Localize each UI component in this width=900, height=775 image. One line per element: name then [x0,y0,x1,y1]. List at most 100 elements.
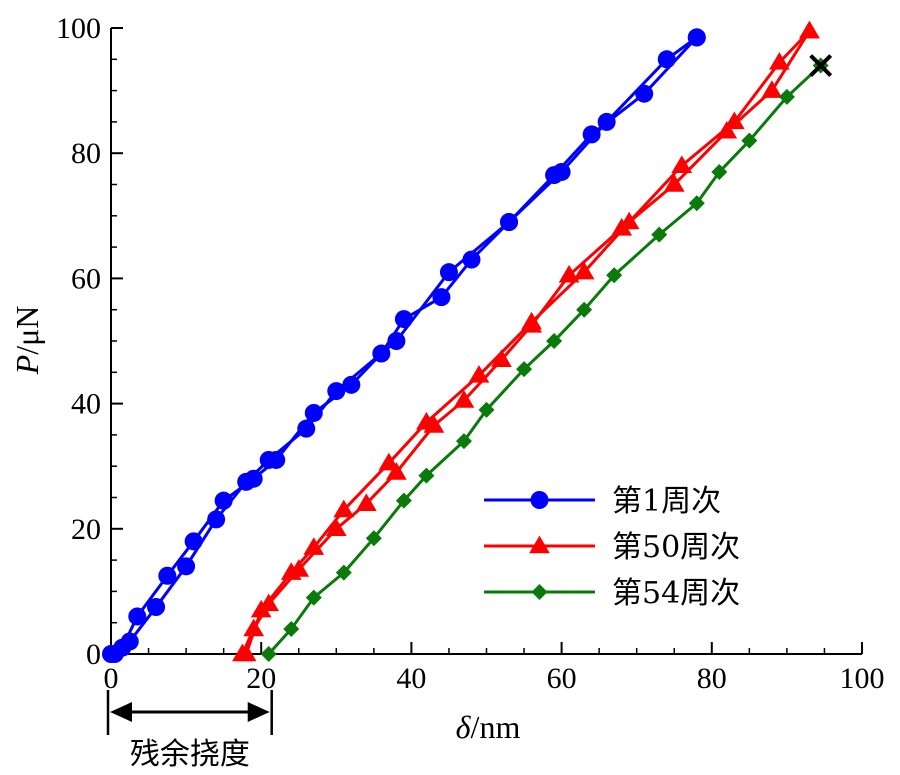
y-ticks: 0 20 40 60 80 100 [56,12,123,671]
data-point [521,311,542,330]
data-point [618,211,640,230]
legend-marker [530,491,549,509]
y-tick-label: 80 [71,137,101,170]
series-layer [102,20,829,663]
data-point [576,301,593,318]
residual-deflection-label: 残余挠度 [130,737,250,772]
data-point [418,467,435,484]
data-point [283,620,300,637]
annot-arrowhead-left [110,702,132,722]
data-point [671,155,693,173]
data-point [462,250,481,269]
data-point [327,382,346,401]
data-point [761,80,783,98]
y-tick-label: 60 [71,262,101,295]
data-point [365,530,382,547]
y-tick-label: 20 [71,513,101,546]
data-point [120,632,139,651]
residual-deflection-arrow [106,690,273,735]
data-point [378,452,400,471]
data-point [158,566,177,585]
data-point [582,125,601,144]
data-point [335,564,352,581]
data-point [769,52,790,70]
data-point [305,589,322,606]
data-point [491,349,512,368]
data-point [394,310,413,329]
data-point [325,518,347,537]
data-point [606,267,623,284]
annot-arrowhead-right [247,702,270,722]
data-point [395,492,412,509]
data-point [250,599,272,618]
legend-label: 第1周次 [612,484,721,519]
data-point [558,264,580,283]
data-point [280,562,302,580]
data-point [259,450,278,469]
legend-label: 第54周次 [612,576,740,611]
data-point [651,226,668,243]
legend-item-1: 第1周次 [484,484,721,519]
x-tick-label: 40 [396,662,426,695]
legend-marker [529,535,550,554]
data-point [243,618,265,637]
series-1 [102,28,706,663]
axes: 0 20 40 60 80 100 0 20 40 60 80 100 [56,12,885,695]
legend-item-3: 第54周次 [484,576,740,611]
data-point [303,537,325,555]
x-tick-label: 60 [547,662,577,695]
data-point [546,333,563,349]
data-point [432,288,451,307]
x-tick-label: 20 [246,662,276,695]
data-point [516,361,533,378]
legend-item-2: 第50周次 [484,530,740,565]
data-point [716,120,738,139]
data-point [355,493,377,512]
data-point [372,344,391,363]
data-point [663,174,685,192]
data-point [342,375,361,394]
data-point [147,598,166,617]
x-axis-title: δ/nm [456,709,521,745]
data-point [688,195,705,212]
data-point [304,403,323,422]
residual-deflection-annotation: 残余挠度 [106,690,273,772]
y-tick-label: 100 [56,12,101,45]
data-point [237,472,256,491]
data-point [455,433,472,450]
x-tick-label: 100 [840,662,885,695]
data-point [214,491,233,510]
data-point [387,332,406,350]
data-point [235,643,257,662]
y-axis-title: P/μN [9,306,45,376]
data-point [723,111,745,130]
data-point [184,532,203,551]
data-point [657,50,676,69]
data-point [260,646,277,662]
data-point [453,390,475,408]
x-tick-label: 0 [104,662,119,695]
legend-marker [531,584,548,600]
data-point [573,261,595,280]
data-point [207,510,226,529]
series-3 [260,57,829,662]
data-point [416,412,437,430]
data-point [128,607,147,626]
data-point [439,263,458,282]
data-point [597,112,616,131]
y-tick-label: 40 [71,388,101,421]
y-tick-label: 0 [86,638,101,671]
data-point [687,28,706,47]
data-point [741,132,758,149]
data-point [799,20,820,39]
series-2 [232,20,820,662]
data-point [297,419,316,438]
failure-x-stroke [809,54,833,77]
data-point [500,213,519,232]
legend-label: 第50周次 [612,530,740,565]
data-point [386,462,407,480]
x-ticks: 0 20 40 60 80 100 [104,642,885,695]
data-point [478,401,495,418]
